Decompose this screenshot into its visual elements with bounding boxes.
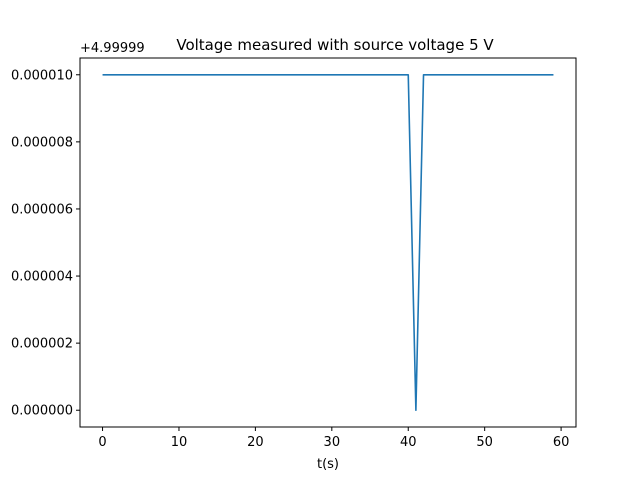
y-axis-offset-label: +4.99999 <box>80 41 145 56</box>
x-axis-ticks: 0 10 20 30 40 50 60 <box>98 427 569 450</box>
x-tick-label: 40 <box>400 435 417 450</box>
chart-title: Voltage measured with source voltage 5 V <box>176 36 494 54</box>
x-tick-label: 20 <box>247 435 264 450</box>
y-tick-label: 0.000008 <box>11 135 73 150</box>
x-tick-label: 10 <box>171 435 188 450</box>
series-layer <box>102 73 554 412</box>
x-tick-label: 0 <box>98 435 106 450</box>
y-tick-label: 0.000004 <box>11 270 73 285</box>
y-axis-ticks: 0.000000 0.000002 0.000004 0.000006 0.000008… <box>11 68 80 419</box>
x-axis-label: t(s) <box>317 457 339 472</box>
x-tick-label: 30 <box>324 435 341 450</box>
y-tick-label: 0.000000 <box>11 404 73 419</box>
plot-area <box>79 57 577 428</box>
series-line-0 <box>102 73 554 412</box>
y-tick-label: 0.000002 <box>11 337 73 352</box>
plot-frame <box>79 57 577 428</box>
x-tick-label: 60 <box>553 435 570 450</box>
y-tick-label: 0.000006 <box>11 202 73 217</box>
x-tick-label: 50 <box>476 435 493 450</box>
y-tick-label: 0.000010 <box>11 68 73 83</box>
